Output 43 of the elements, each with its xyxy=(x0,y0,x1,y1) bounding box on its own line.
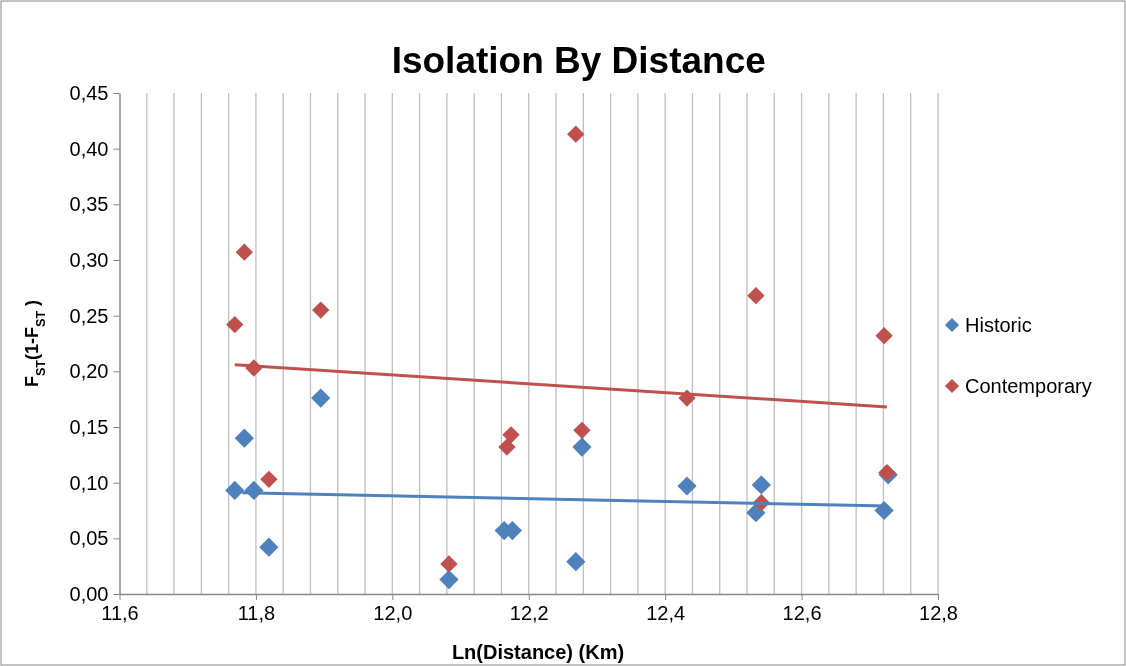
point xyxy=(225,480,245,501)
x-tick-label: 12,8 xyxy=(919,602,958,625)
point xyxy=(874,500,894,521)
point xyxy=(439,569,459,590)
point xyxy=(234,428,254,448)
point xyxy=(226,315,244,334)
y-tick-label: 0,45 xyxy=(69,81,109,104)
point xyxy=(260,470,278,488)
y-tick-label: 0,05 xyxy=(69,527,109,550)
point xyxy=(751,475,771,495)
point xyxy=(311,388,331,408)
point xyxy=(677,476,697,496)
x-tick-label: 11,6 xyxy=(101,602,139,625)
point xyxy=(566,552,586,572)
point xyxy=(747,286,765,305)
point xyxy=(567,125,585,143)
point xyxy=(498,438,516,456)
y-tick-label: 0,00 xyxy=(69,582,109,605)
legend-label: Historic xyxy=(965,314,1032,336)
point xyxy=(312,301,330,319)
x-tick-label: 12,2 xyxy=(509,602,549,625)
point xyxy=(573,421,591,439)
x-tick-label: 12,4 xyxy=(646,602,686,625)
point xyxy=(875,327,893,345)
x-tick-label: 12,0 xyxy=(373,602,413,625)
y-tick-label: 0,30 xyxy=(69,248,109,271)
x-tick-label: 11,8 xyxy=(237,602,276,625)
point xyxy=(746,503,766,523)
y-tick-label: 0,35 xyxy=(69,193,109,216)
x-tick-label: 12,6 xyxy=(782,602,822,625)
chart-title: Isolation By Distance xyxy=(391,40,766,81)
y-tick-label: 0,20 xyxy=(69,360,109,383)
x-axis-title: Ln(Distance) (Km) xyxy=(451,641,625,663)
point xyxy=(502,426,520,444)
point xyxy=(572,437,592,457)
y-tick-label: 0,40 xyxy=(69,137,109,160)
point xyxy=(440,555,458,573)
legend-label: Contemporary xyxy=(965,375,1092,397)
y-tick-label: 0,15 xyxy=(69,415,109,438)
point xyxy=(259,537,279,557)
y-tick-label: 0,10 xyxy=(69,471,109,494)
point xyxy=(235,243,253,261)
y-tick-label: 0,25 xyxy=(69,304,109,327)
